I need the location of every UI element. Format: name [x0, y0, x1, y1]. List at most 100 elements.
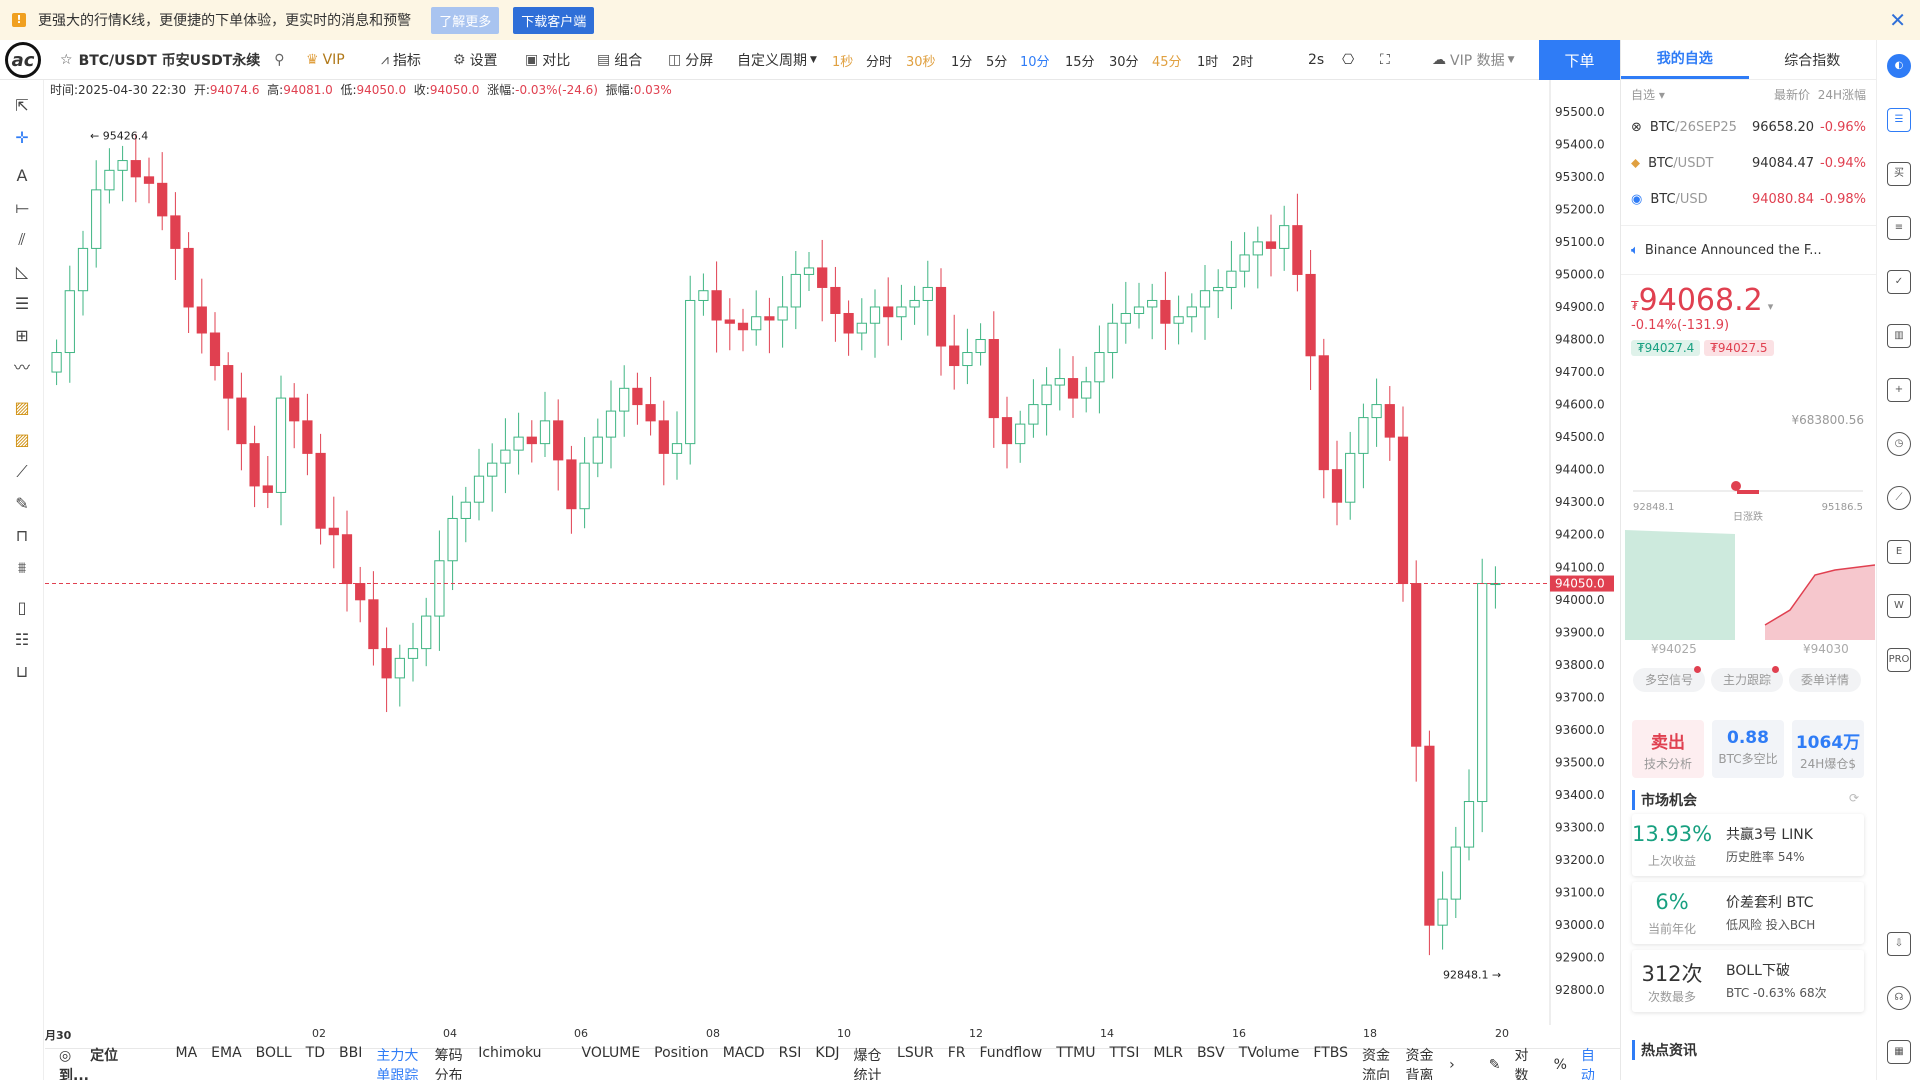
- auto-scale-toggle[interactable]: 自动: [1580, 1047, 1595, 1080]
- period-5[interactable]: 10分: [1020, 54, 1050, 70]
- candlestick-chart[interactable]: 95500.0 95400.0 95300.0 95200.0 95100.0 95000…: [45, 80, 1620, 1025]
- indicator-tab-16[interactable]: Fundflow: [979, 1044, 1043, 1061]
- download-icon[interactable]: ⇩: [1887, 932, 1911, 956]
- indicator-tab-4[interactable]: BBI: [339, 1044, 363, 1061]
- wallet-icon[interactable]: W: [1887, 594, 1911, 618]
- fullscreen-icon[interactable]: ⛶: [1380, 52, 1390, 68]
- watchlist-filter[interactable]: 自选 ▾: [1631, 88, 1665, 102]
- indicator-tab-23[interactable]: 资金流向: [1362, 1047, 1390, 1080]
- close-icon[interactable]: ✕: [1889, 8, 1906, 32]
- indicator-tab-14[interactable]: LSUR: [897, 1044, 934, 1061]
- pro-icon[interactable]: PRO: [1887, 648, 1911, 672]
- period-0[interactable]: 1秒: [832, 54, 854, 70]
- watchlist-row[interactable]: ⬥ BTC/USDT 94084.47 -0.94%: [1631, 155, 1866, 171]
- angle-tool-icon[interactable]: ◺: [15, 262, 29, 281]
- settings-button[interactable]: ⚙ 设置: [453, 52, 498, 69]
- parallel-tool-icon[interactable]: ☰: [14, 294, 30, 313]
- indicator-tab-6[interactable]: 筹码分布: [434, 1047, 463, 1080]
- trash-icon[interactable]: ⊔: [15, 662, 29, 681]
- indicator-tab-12[interactable]: KDJ: [815, 1044, 840, 1061]
- opportunity-card[interactable]: 13.93% 上次收益 共赢3号 LINK 历史胜率 54%: [1632, 814, 1864, 876]
- period-6[interactable]: 15分: [1065, 54, 1095, 70]
- watchlist-row[interactable]: ◉ BTC/USD 94080.84 -0.98%: [1631, 191, 1866, 207]
- opportunity-card[interactable]: 312次 次数最多 BOLL下破 BTC -0.63% 68次: [1632, 950, 1864, 1012]
- combo-button[interactable]: ▤ 组合: [597, 52, 643, 69]
- indicator-tab-20[interactable]: BSV: [1196, 1044, 1225, 1061]
- clock-icon[interactable]: ◷: [1887, 432, 1911, 456]
- brush-icon[interactable]: ✎: [15, 494, 29, 513]
- ruler-icon[interactable]: ⟋: [16, 462, 28, 481]
- percent-scale-toggle[interactable]: %: [1553, 1056, 1567, 1073]
- compare-button[interactable]: ▣ 对比: [525, 52, 571, 69]
- report-icon[interactable]: ≡: [1887, 216, 1911, 240]
- news-ticker[interactable]: 🔈︎ Binance Announced the F...: [1621, 225, 1876, 275]
- period-4[interactable]: 5分: [986, 54, 1008, 70]
- trade-icon[interactable]: 买: [1887, 162, 1911, 186]
- custom-period-dropdown[interactable]: 自定义周期 ▼: [737, 53, 817, 69]
- period-9[interactable]: 1时: [1197, 54, 1219, 70]
- search-icon[interactable]: ⚲: [274, 52, 285, 68]
- stat-card[interactable]: 1064万 24H爆仓$: [1792, 720, 1864, 778]
- watchlist-row[interactable]: ⊗ BTC/26SEP25 96658.20 -0.96%: [1631, 119, 1866, 135]
- compass-icon[interactable]: ⟋: [1887, 486, 1911, 510]
- signal-tab-0[interactable]: 多空信号: [1633, 666, 1705, 692]
- indicator-tab-19[interactable]: MLR: [1153, 1044, 1183, 1061]
- indicator-tab-2[interactable]: BOLL: [255, 1044, 292, 1061]
- vip-data-dropdown[interactable]: ☁ VIP 数据 ▼: [1432, 52, 1515, 69]
- indicator-tab-9[interactable]: Position: [654, 1044, 709, 1061]
- indicator-tab-1[interactable]: EMA: [211, 1044, 242, 1061]
- pattern-tool-icon[interactable]: ▨: [14, 398, 30, 417]
- refresh-interval[interactable]: 2s: [1308, 52, 1325, 68]
- split-screen-button[interactable]: ◫ 分屏: [668, 52, 714, 69]
- headset-icon[interactable]: ☊: [1887, 986, 1911, 1010]
- indicator-tab-18[interactable]: TTSI: [1109, 1044, 1140, 1061]
- period-8[interactable]: 45分: [1152, 54, 1182, 70]
- indicator-tab-5[interactable]: 主力大单跟踪: [376, 1047, 419, 1080]
- tab-composite-index[interactable]: 综合指数: [1784, 52, 1841, 69]
- signal-tab-1[interactable]: 主力跟踪: [1711, 666, 1783, 692]
- refresh-icon[interactable]: ⟳: [1849, 791, 1860, 805]
- wave-tool-icon[interactable]: 〰: [13, 358, 30, 377]
- cursor-icon[interactable]: ⇱: [15, 96, 29, 115]
- period-1[interactable]: 分时: [866, 54, 893, 70]
- app-icon[interactable]: ◐: [1887, 54, 1911, 78]
- magnet-icon[interactable]: ⩩: [17, 558, 27, 577]
- indicator-tab-11[interactable]: RSI: [778, 1044, 802, 1061]
- bar-chart-icon[interactable]: ▥: [1887, 324, 1911, 348]
- book-icon[interactable]: E: [1887, 540, 1911, 564]
- indicator-tab-0[interactable]: MA: [175, 1044, 198, 1061]
- indicator-tab-7[interactable]: Ichimoku: [478, 1044, 542, 1061]
- stat-card[interactable]: 0.88 BTC多空比: [1712, 720, 1784, 778]
- indicator-tab-15[interactable]: FR: [947, 1044, 966, 1061]
- indicator-tab-10[interactable]: MACD: [722, 1044, 765, 1061]
- indicator-tab-21[interactable]: TVolume: [1238, 1044, 1300, 1061]
- stat-card[interactable]: 卖出 技术分析: [1632, 720, 1704, 778]
- pattern2-tool-icon[interactable]: ▨: [14, 430, 30, 449]
- learn-more-button[interactable]: 了解更多: [431, 6, 500, 34]
- edit-icon[interactable]: ✎: [1488, 1056, 1501, 1073]
- text-tool-icon[interactable]: A: [16, 166, 28, 185]
- period-7[interactable]: 30分: [1109, 54, 1139, 70]
- layers-icon[interactable]: ▯: [17, 598, 27, 617]
- indicator-tab-8[interactable]: VOLUME: [581, 1044, 641, 1061]
- indicator-tab-22[interactable]: FTBS: [1313, 1044, 1348, 1061]
- period-10[interactable]: 2时: [1232, 54, 1254, 70]
- log-scale-toggle[interactable]: 对数: [1514, 1047, 1529, 1080]
- ray-tool-icon[interactable]: ⫽: [18, 230, 26, 249]
- copy-icon[interactable]: +: [1887, 378, 1911, 402]
- qr-icon[interactable]: ▦: [1887, 1040, 1911, 1064]
- place-order-button[interactable]: 下单: [1539, 40, 1620, 80]
- indicator-tab-17[interactable]: TTMU: [1056, 1044, 1096, 1061]
- vip-button[interactable]: ♛ VIP: [306, 52, 345, 68]
- star-icon[interactable]: ☆: [60, 52, 73, 68]
- price-axis[interactable]: [1550, 80, 1620, 1025]
- edit-list-icon[interactable]: ☷: [14, 630, 30, 649]
- grid-tool-icon[interactable]: ⊞: [15, 326, 29, 345]
- period-2[interactable]: 30秒: [906, 54, 936, 70]
- chevron-right-icon[interactable]: ›: [1449, 1056, 1455, 1073]
- opportunity-card[interactable]: 6% 当前年化 价差套利 BTC 低风险 投入BCH: [1632, 882, 1864, 944]
- locate-button[interactable]: ◎ 定位到...: [59, 1047, 119, 1080]
- lock-icon[interactable]: ⊓: [15, 526, 29, 545]
- period-3[interactable]: 1分: [951, 54, 973, 70]
- indicator-button[interactable]: ⩘ 指标: [381, 52, 421, 69]
